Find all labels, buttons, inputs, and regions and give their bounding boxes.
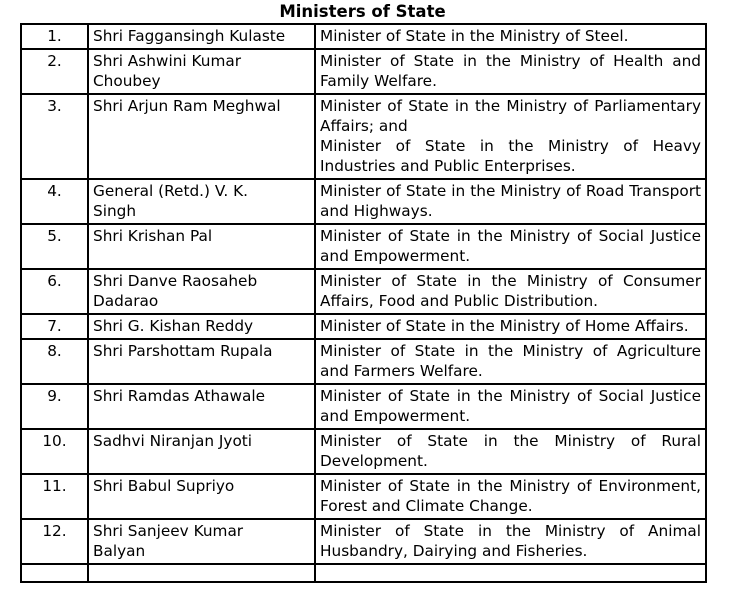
table-row: 8. Shri Parshottam Rupala Minister of St… [20,338,707,385]
minister-name-cell: Shri Krishan Pal [87,223,316,270]
minister-name-cell: Sadhvi Niranjan Jyoti [87,428,316,475]
portfolio-cell: Minister of State in the Ministry of Agr… [314,338,707,385]
table-row: 5. Shri Krishan Pal Minister of State in… [20,223,707,270]
table-row: 11. Shri Babul Supriyo Minister of State… [20,473,707,520]
table-row: 7. Shri G. Kishan Reddy Minister of Stat… [20,313,707,340]
portfolio-cell: Minister of State in the Ministry of Ani… [314,518,707,565]
portfolio-cell: Minister of State in the Ministry of Hom… [314,313,707,340]
row-number-cell: 12. [20,518,89,565]
row-number-cell: 5. [20,223,89,270]
portfolio-cell: Minister of State in the Ministry of Roa… [314,178,707,225]
page-title: Ministers of State [279,2,446,21]
row-number-cell: 11. [20,473,89,520]
table-row: 3. Shri Arjun Ram Meghwal Minister of St… [20,93,707,180]
portfolio-cell: Minister of State in the Ministry of Env… [314,473,707,520]
row-number-cell: 1. [20,23,89,50]
minister-name-cell: Shri Parshottam Rupala [87,338,316,385]
minister-name-cell: Shri G. Kishan Reddy [87,313,316,340]
row-number-cell: 6. [20,268,89,315]
portfolio-cell: Minister of State in the Ministry of Con… [314,268,707,315]
portfolio-cell: Minister of State in the Ministry of Ste… [314,23,707,50]
table-row: 10. Sadhvi Niranjan Jyoti Minister of St… [20,428,707,475]
minister-name-cell: Shri Arjun Ram Meghwal [87,93,316,180]
table-row: 2. Shri Ashwini Kumar Choubey Minister o… [20,48,707,95]
minister-name-cell [87,563,316,583]
table-row: 12. Shri Sanjeev Kumar Balyan Minister o… [20,518,707,565]
row-number-cell [20,563,89,583]
row-number-cell: 3. [20,93,89,180]
table-row: 9. Shri Ramdas Athawale Minister of Stat… [20,383,707,430]
table-row: 6. Shri Danve Raosaheb Dadarao Minister … [20,268,707,315]
ministers-table: 1. Shri Faggansingh Kulaste Minister of … [20,23,707,583]
row-number-cell: 2. [20,48,89,95]
table-row-partial [20,563,707,583]
minister-name-cell: Shri Babul Supriyo [87,473,316,520]
portfolio-cell: Minister of State in the Ministry of Rur… [314,428,707,475]
table-row: 1. Shri Faggansingh Kulaste Minister of … [20,23,707,50]
row-number-cell: 7. [20,313,89,340]
minister-name-cell: Shri Ashwini Kumar Choubey [87,48,316,95]
minister-name-cell: Shri Danve Raosaheb Dadarao [87,268,316,315]
minister-name-cell: Shri Faggansingh Kulaste [87,23,316,50]
portfolio-cell: Minister of State in the Ministry of Hea… [314,48,707,95]
minister-name-cell: Shri Ramdas Athawale [87,383,316,430]
row-number-cell: 9. [20,383,89,430]
portfolio-cell: Minister of State in the Ministry of Soc… [314,383,707,430]
minister-name-cell: General (Retd.) V. K. Singh [87,178,316,225]
row-number-cell: 8. [20,338,89,385]
minister-name-cell: Shri Sanjeev Kumar Balyan [87,518,316,565]
portfolio-cell: Minister of State in the Ministry of Par… [314,93,707,180]
portfolio-cell [314,563,707,583]
row-number-cell: 4. [20,178,89,225]
portfolio-cell: Minister of State in the Ministry of Soc… [314,223,707,270]
row-number-cell: 10. [20,428,89,475]
table-row: 4. General (Retd.) V. K. Singh Minister … [20,178,707,225]
